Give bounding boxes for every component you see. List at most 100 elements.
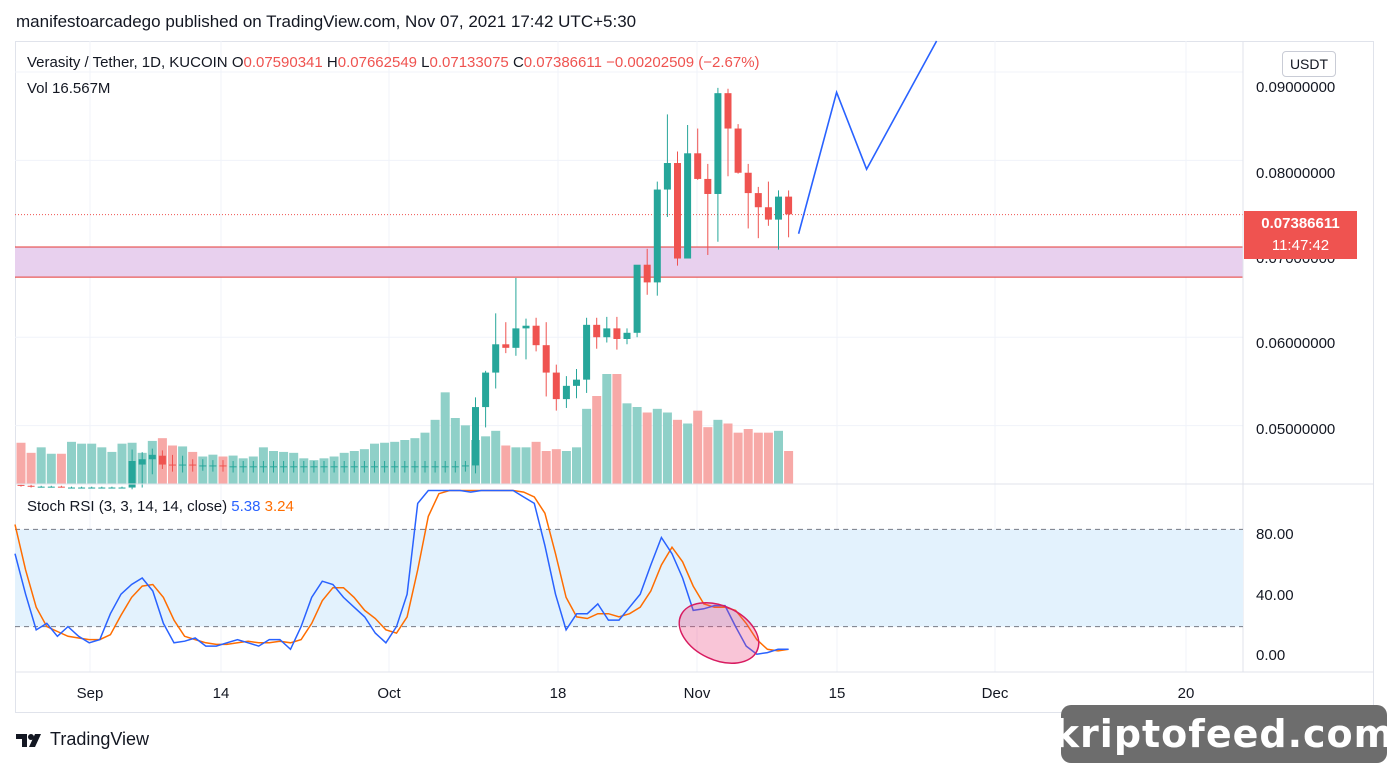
candle-body (37, 486, 45, 488)
time-tick: Oct (377, 685, 401, 702)
candle-body (158, 455, 166, 465)
candle-body (138, 459, 146, 465)
close-label: C (512, 54, 524, 71)
candle-body (47, 486, 55, 488)
stoch-legend: Stoch RSI (3, 3, 14, 14, close) 5.38 3.2… (27, 498, 294, 515)
candle-body (259, 466, 267, 468)
candle-body (421, 466, 429, 468)
time-axis[interactable]: Sep 14 Oct 18 Nov 15 Dec 20 (77, 685, 1195, 702)
candle-body (330, 466, 338, 468)
stoch-label[interactable]: Stoch RSI (3, 3, 14, 14, close) (27, 498, 228, 515)
volume-bar (784, 451, 794, 484)
volume-bar (632, 407, 642, 484)
candle-body (431, 466, 439, 468)
volume-bar (16, 442, 26, 484)
support-zone (15, 247, 1243, 278)
candle-body (441, 466, 449, 468)
volume-bar (440, 392, 450, 484)
volume-bar (521, 447, 531, 484)
candle-body (300, 466, 308, 468)
volume-bar (36, 447, 46, 484)
candle-body (320, 466, 328, 468)
candle-body (148, 454, 156, 460)
watermark: kriptofeed.com (1054, 705, 1389, 763)
bar-countdown: 11:47:42 (1271, 237, 1330, 254)
candle-body (684, 153, 692, 259)
candle-body (128, 461, 136, 488)
candle-body (179, 464, 187, 466)
stoch-band (15, 529, 1243, 627)
candle-body (209, 465, 217, 467)
candle-body (734, 128, 742, 173)
volume-bar (430, 419, 440, 484)
candle-body (633, 264, 641, 333)
time-tick: Dec (982, 685, 1009, 702)
change-value: −0.00202509 (−2.67%) (606, 54, 760, 71)
candle-body (704, 178, 712, 194)
candle-body (169, 464, 176, 466)
price-tick: 0.08000000 (1256, 165, 1335, 182)
candle-body (754, 193, 762, 208)
volume-bar (501, 445, 511, 484)
tradingview-logo-icon (16, 733, 41, 747)
candle-body (492, 344, 500, 373)
candle-body (532, 325, 540, 346)
last-price-tag: 0.07386611 11:47:42 (1244, 211, 1357, 259)
candle-body (472, 407, 479, 466)
symbol-label[interactable]: Verasity / Tether, 1D, KUCOIN (27, 54, 228, 71)
volume-bar (97, 447, 107, 484)
price-tick: 0.09000000 (1256, 79, 1335, 96)
candle-body (643, 264, 651, 283)
candle-body (724, 93, 732, 129)
candle-body (663, 163, 671, 190)
price-tick: 0.06000000 (1256, 335, 1335, 352)
candle-body (199, 465, 207, 467)
open-label: O (231, 54, 244, 71)
candle-body (360, 466, 368, 468)
stoch-tick: 40.00 (1256, 587, 1294, 604)
candle-body (17, 484, 25, 486)
candle-body (613, 328, 621, 339)
volume-bar (622, 403, 632, 484)
volume-bar (460, 425, 470, 484)
stoch-d-value: 3.24 (264, 498, 294, 515)
candle-body (461, 465, 469, 467)
candle-body (512, 328, 520, 348)
volume-bar (733, 432, 743, 484)
volume-bar (420, 432, 430, 484)
volume-bar (703, 427, 713, 484)
tradingview-brand: TradingView (50, 729, 150, 749)
candle-body (381, 466, 389, 468)
volume-bar (753, 432, 763, 484)
candle-body (482, 372, 490, 408)
tradingview-logo[interactable]: TradingView (16, 729, 149, 750)
volume-bar (673, 419, 682, 484)
volume-label[interactable]: Vol (27, 80, 48, 97)
volume-bar (572, 447, 581, 484)
candle-body (88, 487, 96, 489)
volume-bar (551, 449, 561, 484)
stoch-scale[interactable]: 80.00 40.00 0.00 (1256, 526, 1294, 664)
candle-body (502, 344, 510, 348)
time-tick: 15 (829, 685, 846, 702)
ohlc-legend: Verasity / Tether, 1D, KUCOIN O0.0759034… (27, 54, 760, 71)
close-value: 0.07386611 (523, 54, 602, 71)
candle-body (290, 466, 298, 468)
currency-unit-button[interactable]: USDT (1282, 51, 1336, 77)
candle-body (229, 466, 237, 468)
time-tick: Nov (684, 685, 711, 702)
candle-body (340, 466, 348, 468)
candle-body (411, 466, 419, 468)
volume-bar (561, 451, 571, 484)
volume-bar (683, 423, 693, 484)
stoch-k-line (14, 489, 789, 655)
volume-value: 16.567M (52, 80, 111, 97)
candle-body (764, 207, 772, 220)
stoch-tick: 80.00 (1256, 526, 1294, 543)
candle-body (562, 385, 570, 400)
volume-bar (652, 408, 662, 484)
candle-body (694, 153, 702, 179)
candle-body (775, 196, 782, 220)
candle-body (57, 486, 65, 488)
